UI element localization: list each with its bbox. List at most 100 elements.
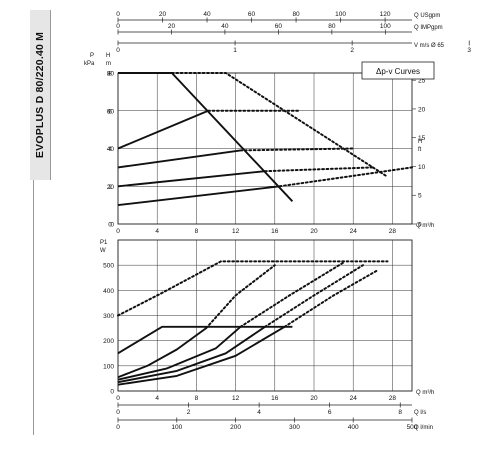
- power-curve-9: [117, 325, 286, 386]
- bottom-axis-tick: 200: [230, 424, 241, 431]
- head-y-tick: 60: [107, 108, 115, 115]
- bottom-axis-tick: 0: [116, 409, 120, 416]
- head-y-right2-tick: 20: [418, 106, 426, 113]
- bottom-axis-tick: 100: [171, 424, 182, 431]
- head-y-right-tick: 4: [108, 146, 112, 153]
- head-y-left-label: P: [90, 53, 94, 59]
- head-y-right2-tick: 0: [418, 222, 422, 229]
- power-x-tick: 24: [350, 395, 358, 402]
- head-curve-6: [239, 147, 355, 152]
- head-curve-3: [117, 109, 209, 150]
- head-curve-2: [170, 72, 389, 178]
- bottom-axis-tick: 300: [289, 424, 300, 431]
- head-y-tick: 40: [107, 146, 115, 153]
- head-x-tick: 12: [232, 228, 240, 235]
- power-curve-5: [117, 326, 242, 381]
- side-divider: [33, 180, 34, 435]
- head-y-right-unit: m: [106, 61, 111, 67]
- head-x-tick: 0: [116, 228, 120, 235]
- power-curve-7: [117, 326, 266, 384]
- power-x-tick: 28: [389, 395, 397, 402]
- power-y-label: P1: [100, 240, 108, 246]
- power-x-tick: 0: [116, 395, 120, 402]
- head-curve-9: [117, 185, 280, 207]
- power-y-tick: 500: [103, 263, 114, 270]
- top-axis-tick: 0: [116, 47, 120, 54]
- top-axis-tick: 20: [168, 23, 176, 30]
- top-axis-tick: 80: [328, 23, 336, 30]
- head-curve-8: [264, 166, 374, 173]
- head-y-right-tick: 2: [108, 184, 112, 191]
- power-y-tick: 200: [103, 338, 114, 345]
- top-axis-tick: 3: [467, 47, 471, 54]
- power-x-tick: 4: [155, 395, 159, 402]
- top-axis-tick: 60: [248, 11, 256, 18]
- top-axis-tick: 60: [275, 23, 283, 30]
- head-x-tick: 28: [389, 228, 397, 235]
- head-y-left-unit: kPa: [84, 61, 95, 67]
- power-curve-3: [117, 327, 207, 379]
- legend-box-frame: [361, 61, 435, 80]
- bottom-axis-tick: 6: [328, 409, 332, 416]
- power-y-tick: 300: [103, 313, 114, 320]
- top-axis-tick: 40: [203, 11, 211, 18]
- head-y-right2-label: H: [418, 139, 422, 145]
- power-curve-2: [117, 260, 389, 317]
- top-axis-tick: 1: [233, 47, 237, 54]
- top-axis-tick: 100: [335, 11, 346, 18]
- head-x-tick: 20: [310, 228, 318, 235]
- top-axis-tick: 2: [350, 47, 354, 54]
- power-curve-4: [205, 264, 276, 330]
- head-y-right2-tick: 5: [418, 193, 422, 200]
- bottom-axis-tick: 8: [398, 409, 402, 416]
- bottom-axis-tick: 2: [187, 409, 191, 416]
- top-axis-tick: 20: [159, 11, 167, 18]
- head-y-right-tick: 6: [108, 108, 112, 115]
- top-axis-tick: 0: [116, 23, 120, 30]
- head-x-tick: 4: [155, 228, 159, 235]
- head-x-tick: 16: [271, 228, 279, 235]
- top-axis-tick: 0: [116, 11, 120, 18]
- head-y-right2-tick: 10: [418, 164, 426, 171]
- bottom-axis-label-1: Q l/s: [414, 410, 426, 416]
- head-curve-7: [117, 170, 266, 188]
- head-y-right2-unit: ft: [418, 147, 422, 153]
- head-x-axis-label: Q m³/h: [416, 223, 434, 229]
- head-y-right-tick: 0: [108, 222, 112, 229]
- head-curve-5: [117, 149, 241, 169]
- head-y-tick: 0: [110, 222, 114, 229]
- power-curve-1: [117, 325, 293, 355]
- bottom-axis-tick: 4: [257, 409, 261, 416]
- top-axis-tick: 120: [380, 11, 391, 18]
- legend-label: Δp-v Curves: [376, 67, 420, 76]
- head-y-right-label: H: [106, 53, 110, 59]
- power-y-unit: W: [100, 248, 106, 254]
- head-y-tick: 20: [107, 184, 115, 191]
- bottom-axis-tick: 500: [407, 424, 418, 431]
- head-y-right2-tick: 15: [418, 135, 426, 142]
- head-y-right-tick: 8: [108, 71, 112, 78]
- bottom-axis-label-2: Q l/min: [414, 425, 433, 431]
- power-x-tick: 8: [195, 395, 199, 402]
- head-y-right2-tick: 25: [418, 78, 426, 85]
- head-x-tick: 8: [195, 228, 199, 235]
- head-x-tick: 24: [350, 228, 358, 235]
- power-x-tick: 12: [232, 395, 240, 402]
- power-y-tick: 0: [110, 389, 114, 396]
- power-x-tick: 16: [271, 395, 279, 402]
- top-axis-tick: 40: [221, 23, 229, 30]
- top-axis-label-2: Q IMPgpm: [414, 25, 443, 31]
- power-chart: 0 4 8 12 16 20 24 28 0 100 200 300 400 500 Q m³/h P1 W: [100, 239, 434, 402]
- power-y-tick: 100: [103, 363, 114, 370]
- power-y-tick: 400: [103, 288, 114, 295]
- bottom-axis-tick: 400: [348, 424, 359, 431]
- power-x-tick: 20: [310, 395, 318, 402]
- head-curve-10: [278, 166, 413, 188]
- top-axis-label-3: V m/s Ø 65: [414, 43, 445, 49]
- power-x-axis-label: Q m³/h: [416, 390, 434, 396]
- bottom-axis-tick: 0: [116, 424, 120, 431]
